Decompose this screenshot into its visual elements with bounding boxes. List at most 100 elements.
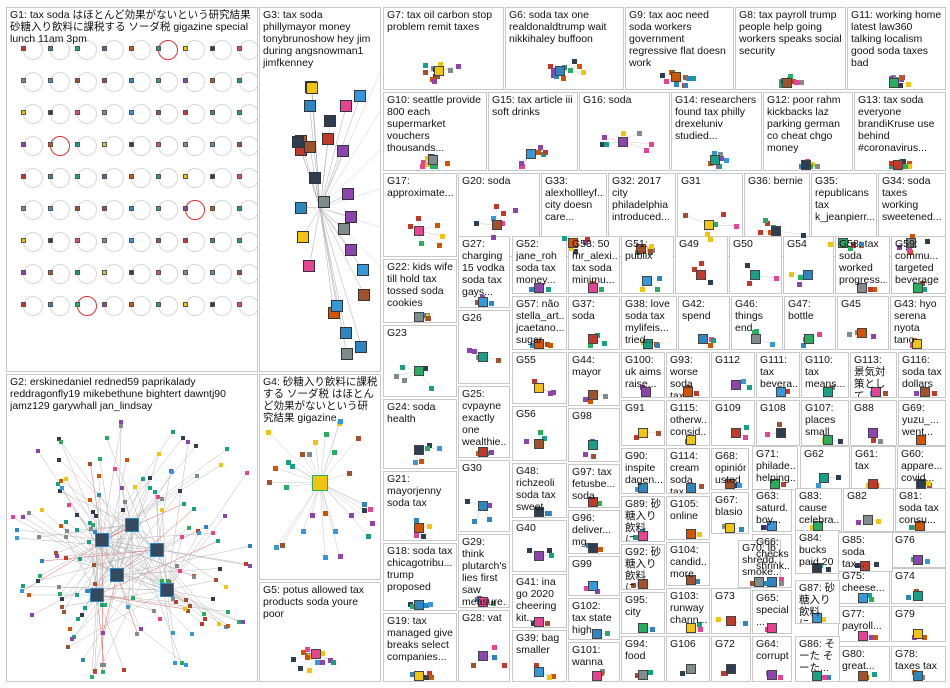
hub-node-icon[interactable] xyxy=(637,579,648,589)
node-icon[interactable] xyxy=(821,617,827,622)
node-icon[interactable] xyxy=(21,142,26,147)
node-icon[interactable] xyxy=(870,438,876,444)
node-icon[interactable] xyxy=(102,110,107,115)
hub-node-icon[interactable] xyxy=(858,631,869,641)
node-icon[interactable] xyxy=(223,584,228,589)
hub-node-icon[interactable] xyxy=(533,383,544,393)
node-icon[interactable] xyxy=(466,347,472,353)
node-icon[interactable] xyxy=(216,621,221,626)
node-icon[interactable] xyxy=(48,46,53,51)
node-icon[interactable] xyxy=(75,513,80,518)
node-icon[interactable] xyxy=(291,656,297,662)
node-icon[interactable] xyxy=(240,620,245,625)
avatar-node-icon[interactable] xyxy=(358,288,371,301)
node-icon[interactable] xyxy=(489,301,495,306)
node-icon[interactable] xyxy=(698,260,704,266)
node-icon[interactable] xyxy=(835,475,841,481)
node-icon[interactable] xyxy=(129,78,134,83)
node-icon[interactable] xyxy=(736,483,742,488)
node-icon[interactable] xyxy=(699,484,705,489)
node-icon[interactable] xyxy=(718,156,724,162)
node-icon[interactable] xyxy=(78,556,83,561)
node-icon[interactable] xyxy=(237,206,242,211)
hub-node-icon[interactable] xyxy=(915,479,926,489)
node-icon[interactable] xyxy=(129,238,134,243)
node-icon[interactable] xyxy=(279,542,285,548)
node-icon[interactable] xyxy=(226,609,231,614)
hub-node-icon[interactable] xyxy=(812,521,823,531)
node-icon[interactable] xyxy=(633,434,639,440)
node-icon[interactable] xyxy=(157,451,162,456)
hub-node-icon[interactable] xyxy=(858,593,869,603)
node-icon[interactable] xyxy=(492,644,498,650)
hub-node-icon[interactable] xyxy=(643,339,654,349)
hub-node-icon[interactable] xyxy=(533,283,544,293)
node-icon[interactable] xyxy=(401,377,407,383)
node-icon[interactable] xyxy=(925,239,931,245)
hub-node-icon[interactable] xyxy=(478,447,489,457)
hub-node-icon[interactable] xyxy=(588,283,599,293)
node-icon[interactable] xyxy=(48,78,53,83)
node-icon[interactable] xyxy=(432,164,438,169)
node-icon[interactable] xyxy=(513,207,519,213)
node-icon[interactable] xyxy=(304,647,310,653)
node-icon[interactable] xyxy=(64,529,69,534)
node-icon[interactable] xyxy=(210,78,215,83)
node-icon[interactable] xyxy=(89,527,94,532)
node-icon[interactable] xyxy=(237,302,242,307)
node-icon[interactable] xyxy=(184,598,189,603)
node-icon[interactable] xyxy=(424,675,430,680)
node-icon[interactable] xyxy=(119,423,124,428)
node-icon[interactable] xyxy=(72,634,77,639)
node-icon[interactable] xyxy=(141,476,146,481)
node-icon[interactable] xyxy=(180,535,185,540)
hub-node-icon[interactable] xyxy=(478,297,489,307)
node-icon[interactable] xyxy=(585,237,591,243)
hub-node-icon[interactable] xyxy=(588,440,599,450)
avatar-node-icon[interactable] xyxy=(344,210,357,223)
node-icon[interactable] xyxy=(434,73,440,79)
node-icon[interactable] xyxy=(922,635,928,640)
avatar-node-icon[interactable] xyxy=(296,230,309,243)
node-icon[interactable] xyxy=(156,270,161,275)
node-icon[interactable] xyxy=(815,163,821,169)
avatar-node-icon[interactable] xyxy=(324,114,337,127)
node-icon[interactable] xyxy=(217,566,222,571)
node-icon[interactable] xyxy=(237,174,242,179)
node-icon[interactable] xyxy=(871,333,877,339)
node-icon[interactable] xyxy=(785,388,791,394)
node-icon[interactable] xyxy=(439,233,445,239)
node-icon[interactable] xyxy=(48,142,53,147)
node-icon[interactable] xyxy=(19,589,24,594)
node-icon[interactable] xyxy=(247,544,252,549)
node-icon[interactable] xyxy=(871,287,877,292)
node-icon[interactable] xyxy=(932,391,938,396)
node-icon[interactable] xyxy=(203,617,208,622)
node-icon[interactable] xyxy=(21,174,26,179)
node-icon[interactable] xyxy=(156,302,161,307)
node-icon[interactable] xyxy=(826,675,832,680)
node-icon[interactable] xyxy=(63,556,68,561)
node-icon[interactable] xyxy=(674,81,680,87)
node-icon[interactable] xyxy=(655,343,661,348)
node-icon[interactable] xyxy=(837,439,843,444)
node-icon[interactable] xyxy=(551,67,557,73)
node-icon[interactable] xyxy=(710,338,716,344)
node-icon[interactable] xyxy=(156,174,161,179)
node-icon[interactable] xyxy=(75,238,80,243)
node-icon[interactable] xyxy=(48,270,53,275)
hub-node-icon[interactable] xyxy=(492,220,503,230)
hub-node-icon[interactable] xyxy=(893,160,904,170)
node-icon[interactable] xyxy=(683,212,689,218)
hub-node-icon[interactable] xyxy=(413,671,424,681)
node-icon[interactable] xyxy=(598,547,604,552)
node-icon[interactable] xyxy=(816,483,822,488)
node-icon[interactable] xyxy=(85,589,90,594)
node-icon[interactable] xyxy=(587,399,593,404)
node-icon[interactable] xyxy=(96,474,101,479)
node-icon[interactable] xyxy=(536,150,541,156)
node-icon[interactable] xyxy=(184,663,189,668)
node-icon[interactable] xyxy=(226,623,231,628)
node-icon[interactable] xyxy=(889,161,895,167)
node-icon[interactable] xyxy=(779,83,785,88)
